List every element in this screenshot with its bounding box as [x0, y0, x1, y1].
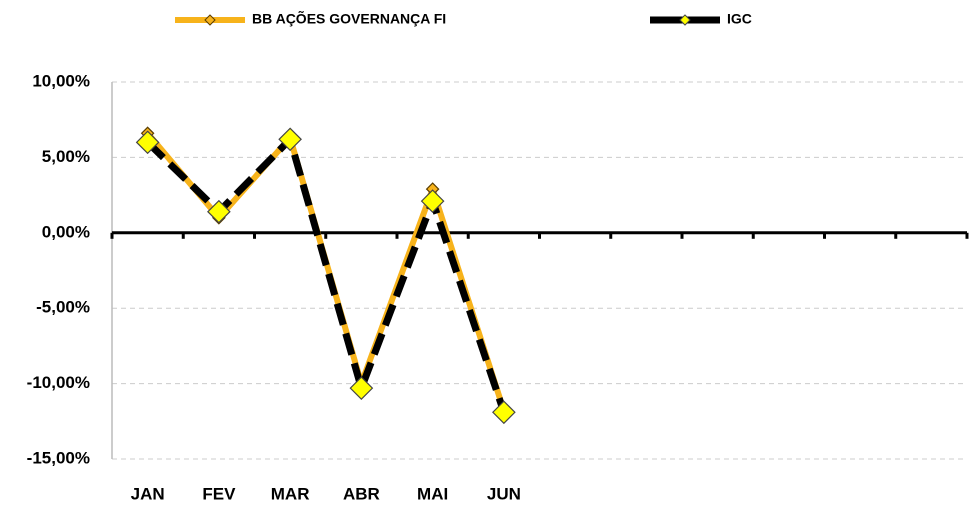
marker: [278, 127, 302, 152]
x-tick-label: JUN: [487, 484, 521, 503]
x-tick-label: ABR: [343, 484, 380, 503]
y-tick-label: -15,00%: [27, 448, 90, 467]
legend-marker: [679, 14, 691, 26]
series-line: [145, 131, 507, 412]
x-tick-label: JAN: [131, 484, 165, 503]
x-tick-label: FEV: [202, 484, 236, 503]
legend-marker: [204, 14, 216, 26]
x-tick-label: MAI: [417, 484, 448, 503]
legend-label: BB AÇÕES GOVERNANÇA FI: [252, 10, 446, 27]
y-tick-label: 5,00%: [42, 147, 90, 166]
y-tick-label: -10,00%: [27, 373, 90, 392]
y-tick-label: 0,00%: [42, 222, 90, 241]
series-line: [145, 135, 508, 414]
y-tick-label: -5,00%: [36, 298, 90, 317]
marker: [207, 199, 231, 224]
x-tick-label: MAR: [271, 484, 310, 503]
marker: [349, 376, 374, 400]
marker: [420, 189, 445, 213]
y-tick-label: 10,00%: [32, 71, 90, 90]
marker: [492, 400, 516, 425]
marker: [135, 130, 160, 155]
legend-label: IGC: [727, 11, 752, 27]
